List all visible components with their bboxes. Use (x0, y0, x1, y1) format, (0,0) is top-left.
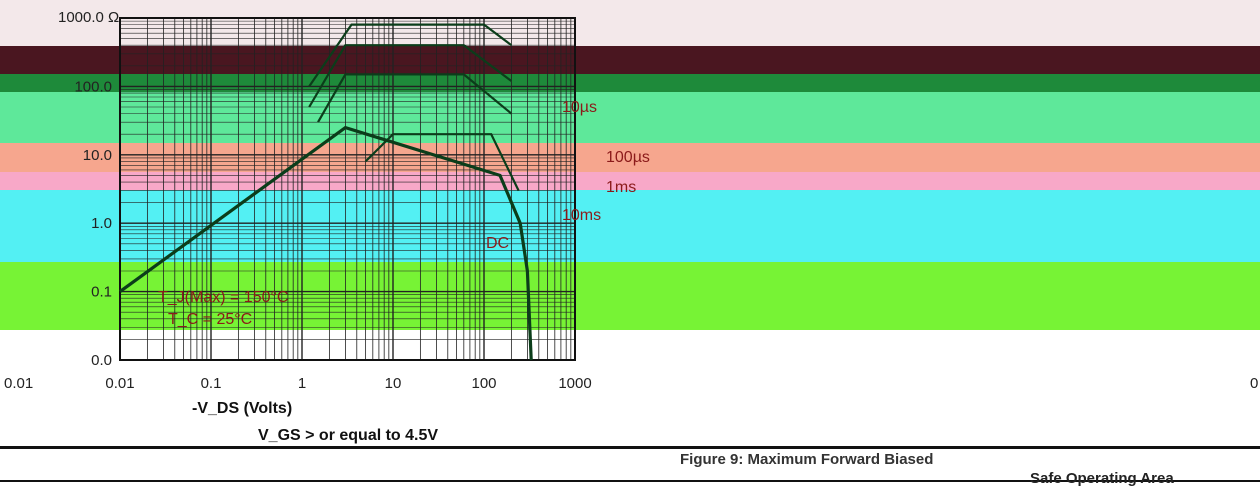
grid-layer (119, 17, 576, 361)
y-tick-label: 0.0 (91, 352, 112, 369)
y-tick-label: 10.0 (83, 147, 112, 164)
tj-annotation: T_J(Max) = 150°C (158, 289, 288, 306)
series-line-dc (119, 125, 533, 361)
x-tick-label: 100 (471, 375, 496, 392)
series-layer (119, 23, 533, 361)
x-tick-label: 0.1 (201, 375, 222, 392)
figure-title: Figure 9: Maximum Forward Biased (680, 451, 934, 468)
x-leftmost-label: 0.01 (4, 375, 33, 392)
tc-annotation: T_C = 25°C (168, 311, 252, 328)
vgs-note: V_GS > or equal to 4.5V (258, 427, 439, 444)
y-tick-label: 100.0 (74, 78, 112, 95)
series-line-10s (308, 23, 513, 88)
x-tick-label: 0.01 (105, 375, 134, 392)
divider-rule-2 (0, 480, 1260, 482)
label-100us: 100µs (606, 149, 650, 166)
series-line-10ms (364, 133, 520, 192)
x-axis-label: -V_DS (Volts) (192, 400, 293, 417)
dc-label: DC (486, 235, 509, 252)
plot-frame (119, 17, 576, 361)
soa-chart: 0.01 0.1 1 10 100 1000 100.0 10.0 1.0 0.1 0.0 1000… (4, 9, 1258, 392)
x-far-right-label: 0 (1250, 375, 1258, 392)
x-tick-label: 1000 (558, 375, 591, 392)
label-1ms: 1ms (606, 179, 636, 196)
label-10us: 10µs (562, 99, 597, 116)
y-tick-label: 0.1 (91, 284, 112, 301)
x-tick-label: 1 (298, 375, 306, 392)
annotation-layer: 1000.0 Ω T_J(Max) = 150°C T_C = 25°C DC … (4, 9, 1258, 392)
x-tick-label: 10 (385, 375, 402, 392)
series-line-100s (308, 44, 513, 108)
background-bands (0, 0, 1260, 370)
label-10ms: 10ms (562, 207, 601, 224)
y-tick-label: 1.0 (91, 215, 112, 232)
divider-rule-1 (0, 446, 1260, 449)
series-line-1ms (317, 73, 513, 123)
tick-layer: 0.01 0.1 1 10 100 1000 100.0 10.0 1.0 0.1 0.0 (74, 78, 591, 392)
y-top-label: 1000.0 Ω (58, 9, 119, 26)
figure-subtitle: Safe Operating Area (1030, 470, 1174, 487)
